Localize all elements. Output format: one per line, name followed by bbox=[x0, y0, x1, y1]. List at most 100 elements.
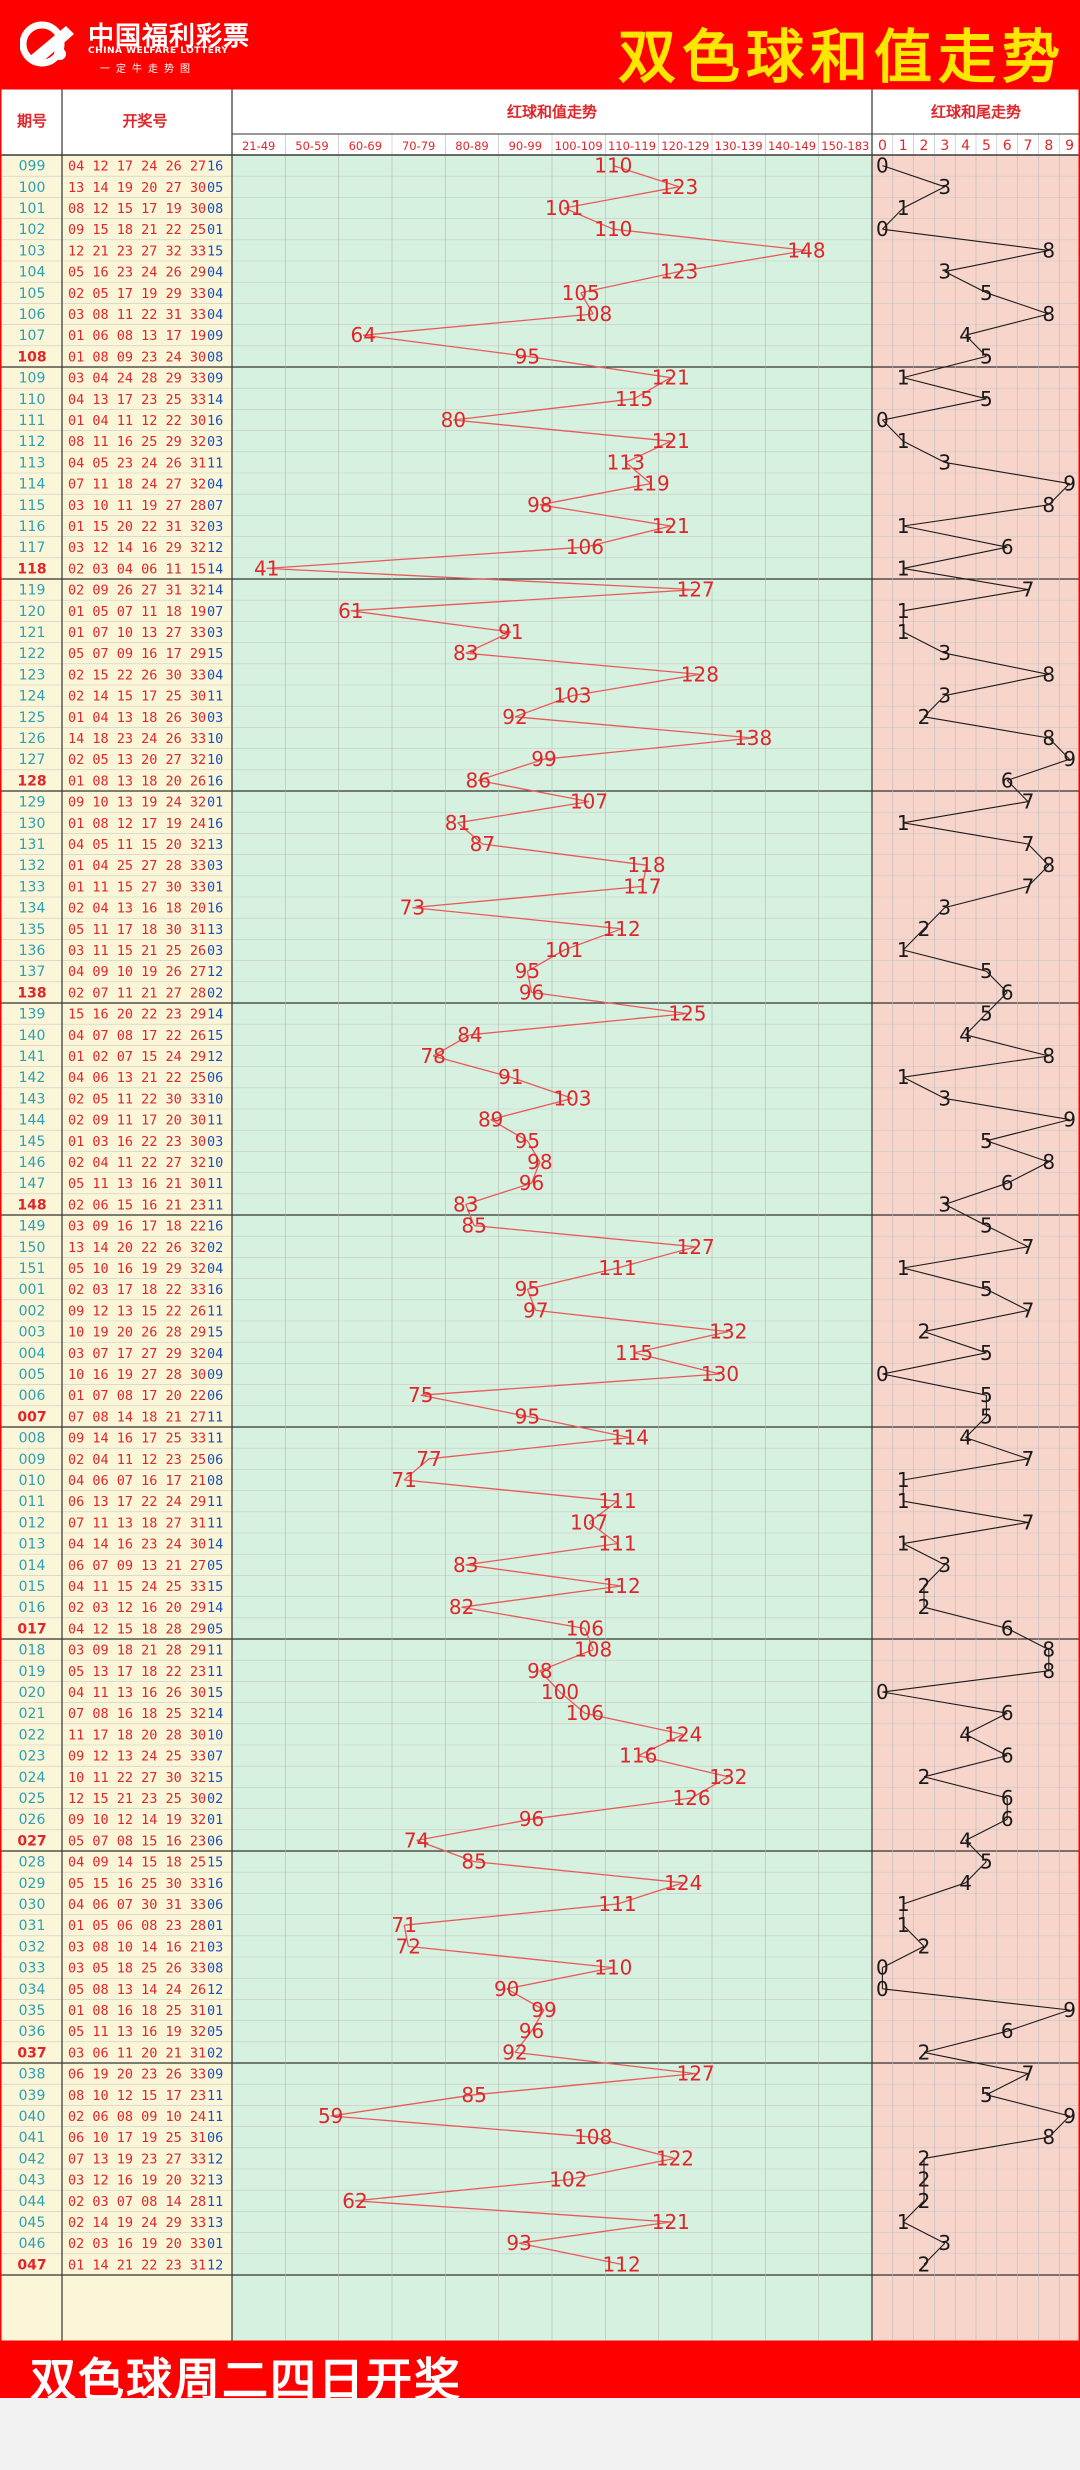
blue-ball: 16 bbox=[207, 773, 223, 789]
sum-trend-segment bbox=[641, 865, 648, 887]
blue-ball: 02 bbox=[207, 1791, 223, 1807]
blue-ball: 09 bbox=[207, 1367, 223, 1383]
sum-value-label: 95 bbox=[515, 1277, 540, 1301]
tail-value-label: 4 bbox=[959, 1023, 972, 1047]
sum-trend-segment bbox=[350, 588, 696, 612]
sum-trend-segment bbox=[539, 1670, 561, 1693]
blue-ball: 04 bbox=[207, 477, 223, 493]
sum-value-label: 62 bbox=[342, 2189, 367, 2213]
sum-range-tick-label: 100-109 bbox=[555, 139, 603, 153]
issue-number: 104 bbox=[19, 265, 46, 281]
tail-value-label: 9 bbox=[1063, 1108, 1076, 1132]
sum-value-label: 118 bbox=[627, 853, 665, 877]
issue-number: 103 bbox=[19, 243, 46, 259]
blue-ball: 13 bbox=[207, 2215, 223, 2231]
blue-ball: 05 bbox=[207, 2024, 223, 2040]
red-balls: 09 14 16 17 25 33 bbox=[68, 1431, 206, 1447]
tail-value-label: 5 bbox=[980, 959, 993, 983]
red-balls: 05 08 13 14 24 26 bbox=[68, 1982, 206, 1998]
red-balls: 03 06 11 20 21 31 bbox=[68, 2045, 206, 2061]
sum-range-tick-label: 90-99 bbox=[509, 139, 542, 153]
sum-value-label: 96 bbox=[519, 980, 544, 1004]
tail-trend-segment bbox=[1027, 843, 1050, 866]
blue-ball: 15 bbox=[207, 1770, 223, 1786]
sum-value-label: 95 bbox=[515, 1404, 540, 1428]
tail-trend-segment bbox=[923, 1606, 1008, 1629]
sum-value-label: 96 bbox=[519, 1171, 544, 1195]
red-balls: 08 10 12 15 17 23 bbox=[68, 2088, 206, 2104]
sum-value-label: 108 bbox=[574, 2125, 612, 2149]
sum-trend-segment bbox=[465, 652, 700, 676]
tail-value-label: 1 bbox=[897, 429, 910, 453]
blue-ball: 06 bbox=[207, 1833, 223, 1849]
tail-value-label: 1 bbox=[897, 514, 910, 538]
sum-trend-segment bbox=[518, 2242, 622, 2266]
tail-trend-segment bbox=[944, 1182, 1008, 1205]
tail-digit-tick-label: 2 bbox=[920, 138, 929, 154]
issue-number: 131 bbox=[19, 837, 46, 853]
issue-number: 099 bbox=[19, 159, 46, 175]
sum-trend-segment bbox=[519, 2221, 671, 2244]
sum-trend-segment bbox=[514, 716, 754, 739]
red-balls: 12 21 23 27 32 33 bbox=[68, 243, 206, 259]
sum-trend-segment bbox=[363, 334, 528, 358]
sum-trend-segment bbox=[543, 737, 754, 760]
blue-ball: 03 bbox=[207, 710, 223, 726]
issue-number: 146 bbox=[19, 1155, 46, 1171]
blue-ball: 09 bbox=[207, 2067, 223, 2083]
tail-trend-segment bbox=[902, 2221, 946, 2244]
blue-ball: 15 bbox=[207, 1685, 223, 1701]
blue-ball: 12 bbox=[207, 964, 223, 980]
page-title: 双色球和值走势 bbox=[617, 23, 1066, 91]
red-balls: 10 19 20 26 28 29 bbox=[68, 1325, 206, 1341]
sum-trend-segment bbox=[617, 1882, 684, 1905]
issue-number: 002 bbox=[19, 1303, 46, 1319]
issue-number: 031 bbox=[19, 1918, 46, 1934]
tail-trend-segment bbox=[965, 334, 987, 357]
red-balls: 04 07 08 17 22 26 bbox=[68, 1028, 206, 1044]
red-balls: 04 06 07 16 17 21 bbox=[68, 1473, 206, 1489]
sum-value-label: 112 bbox=[603, 917, 641, 941]
tail-value-label: 6 bbox=[1001, 1701, 1014, 1725]
sum-value-label: 102 bbox=[549, 2168, 587, 2192]
tail-value-label: 8 bbox=[1042, 1638, 1055, 1662]
issue-number: 003 bbox=[19, 1325, 46, 1341]
red-balls: 03 08 11 22 31 33 bbox=[68, 307, 206, 323]
tail-value-label: 5 bbox=[980, 1341, 993, 1365]
tail-trend-segment bbox=[902, 186, 946, 209]
red-balls: 02 07 11 21 27 28 bbox=[68, 985, 206, 1001]
blue-ball: 14 bbox=[207, 583, 223, 599]
red-balls: 02 06 08 09 10 24 bbox=[68, 2109, 206, 2125]
sum-value-label: 82 bbox=[449, 1595, 474, 1619]
issue-number: 118 bbox=[17, 561, 46, 577]
tail-digit-tick-label: 7 bbox=[1024, 138, 1033, 154]
sum-value-label: 87 bbox=[470, 832, 495, 856]
red-balls: 04 05 11 15 20 32 bbox=[68, 837, 206, 853]
blue-ball: 14 bbox=[207, 1600, 223, 1616]
sum-trend-segment bbox=[564, 186, 680, 209]
red-balls: 02 15 22 26 30 33 bbox=[68, 667, 206, 683]
red-balls: 04 09 14 15 18 25 bbox=[68, 1855, 206, 1871]
tail-trend-segment bbox=[986, 992, 1008, 1014]
blue-ball: 14 bbox=[207, 392, 223, 408]
sum-trend-segment bbox=[527, 1415, 631, 1439]
lottery-logo: 中国福利彩票 CHINA WELFARE LOTTERY 一定牛走势图 bbox=[20, 14, 260, 76]
tail-value-label: 2 bbox=[918, 2168, 931, 2192]
issue-number: 113 bbox=[19, 455, 46, 471]
issue-number: 108 bbox=[17, 349, 46, 365]
sum-value-label: 126 bbox=[672, 1786, 710, 1810]
sum-value-label: 110 bbox=[594, 1956, 632, 1980]
tail-value-label: 2 bbox=[918, 1595, 931, 1619]
blue-ball: 01 bbox=[207, 222, 223, 238]
blue-ball: 13 bbox=[207, 2173, 223, 2189]
sum-trend-segment bbox=[535, 1309, 729, 1333]
sum-value-label: 111 bbox=[598, 1489, 636, 1513]
sum-value-label: 132 bbox=[709, 1320, 747, 1344]
tail-trend-segment bbox=[882, 1373, 987, 1396]
sum-trend-segment bbox=[363, 313, 594, 336]
red-balls: 09 10 12 14 19 32 bbox=[68, 1812, 206, 1828]
tail-trend-segment bbox=[903, 546, 1008, 569]
issue-number: 116 bbox=[19, 519, 46, 535]
red-balls: 03 10 11 19 27 28 bbox=[68, 498, 206, 514]
issue-number: 044 bbox=[19, 2194, 46, 2210]
